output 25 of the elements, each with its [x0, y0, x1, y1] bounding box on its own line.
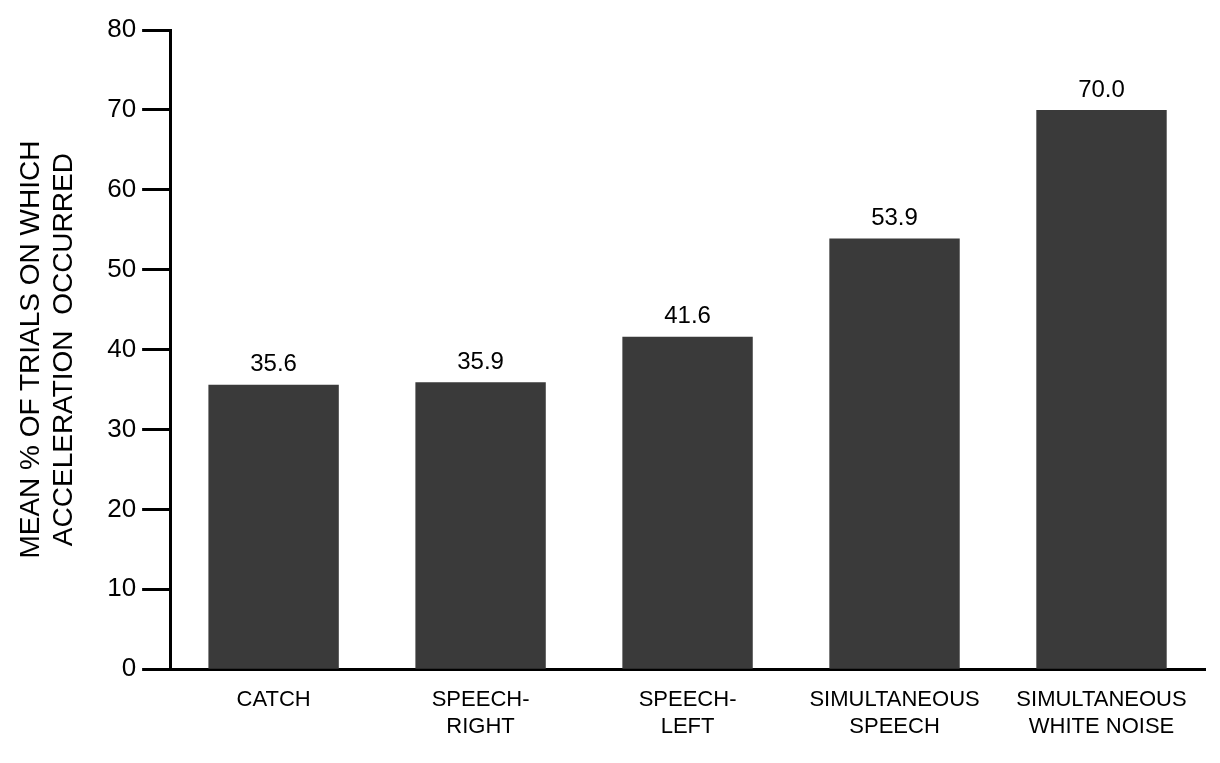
bar [415, 382, 546, 669]
data-label: 41.6 [664, 301, 711, 329]
y-tick-label: 0 [121, 652, 137, 683]
bar [208, 384, 339, 669]
y-tick-label: 40 [107, 332, 137, 363]
bar [622, 336, 753, 669]
x-tick-label: SIMULTANEOUS SPEECH [809, 686, 980, 738]
data-label: 35.6 [250, 349, 297, 377]
y-tick-label: 30 [107, 412, 137, 443]
data-label: 70.0 [1078, 74, 1125, 102]
y-tick-label: 20 [107, 492, 137, 523]
y-tick-label: 50 [107, 252, 137, 283]
x-tick-label: SPEECH- RIGHT [431, 686, 530, 738]
y-axis-title: MEAN % OF TRIALS ON WHICH ACCELERATION OCCURRED [13, 140, 79, 559]
data-label: 35.9 [457, 346, 504, 374]
y-tick-label: 80 [107, 13, 137, 44]
data-label: 53.9 [871, 203, 918, 231]
bar [829, 238, 960, 669]
x-tick-label: SPEECH- LEFT [638, 686, 737, 738]
bar [1036, 109, 1167, 669]
x-tick-label: SIMULTANEOUS WHITE NOISE [1016, 686, 1187, 738]
x-tick-label: CATCH [236, 686, 311, 712]
y-tick-label: 10 [107, 572, 137, 603]
y-tick-label: 60 [107, 172, 137, 203]
y-tick-label: 70 [107, 93, 137, 124]
